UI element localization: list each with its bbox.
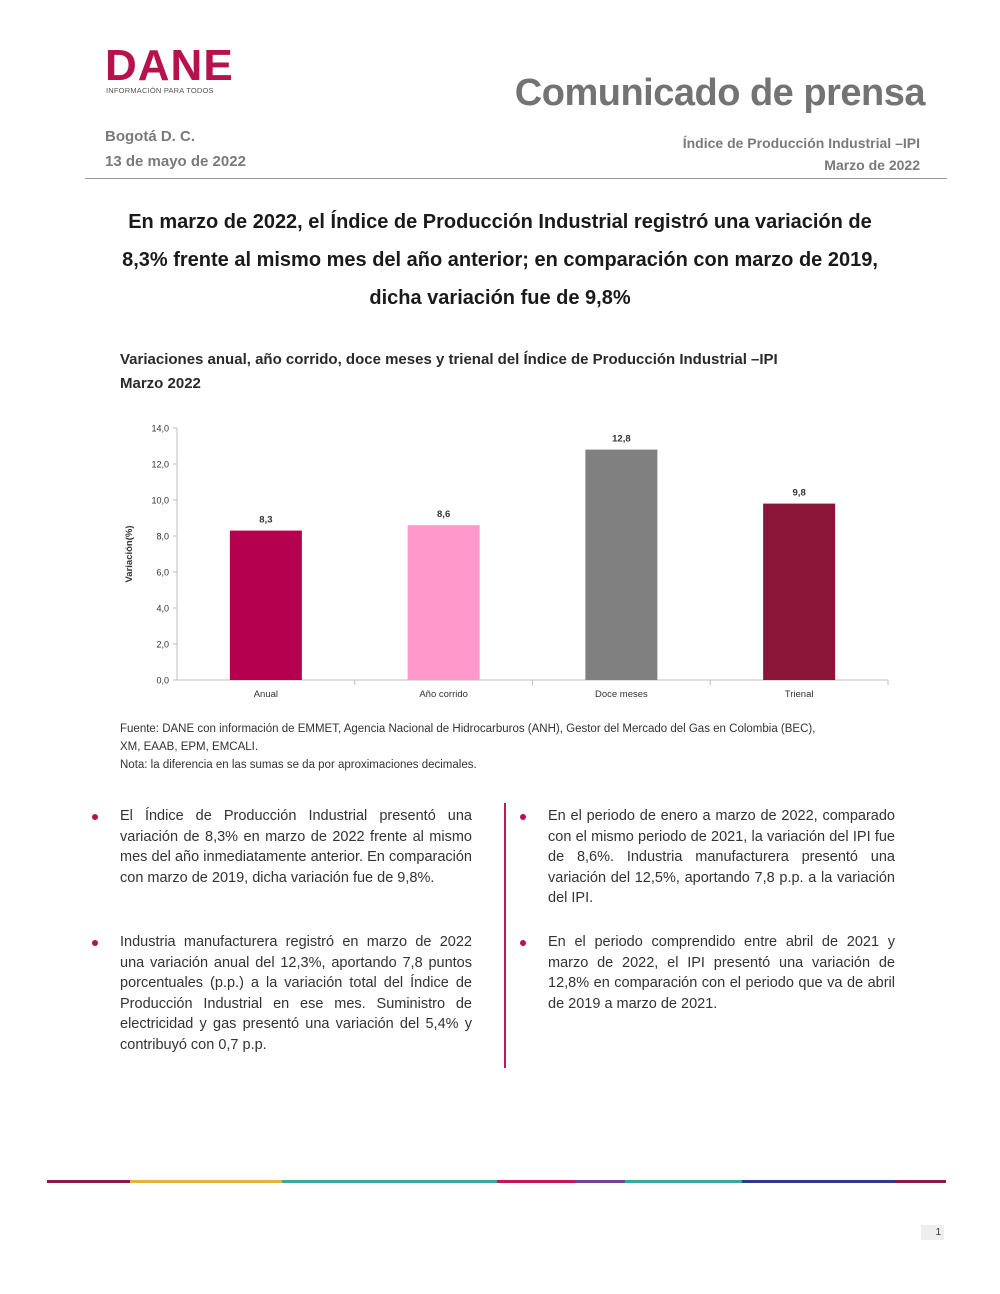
footer-stripe-segment bbox=[895, 1180, 946, 1183]
bar-chart: 0,0 2,0 4,0 6,0 8,0 10,0 12,0 14,0 Variación(%) 8… bbox=[124, 424, 889, 700]
bullet-text: En el periodo de enero a marzo de 2022, … bbox=[548, 808, 895, 906]
data-label: 9,8 bbox=[793, 488, 806, 499]
document-type-title: Comunicado de prensa bbox=[514, 72, 926, 114]
y-tick-label: 6,0 bbox=[156, 568, 169, 578]
bar-anual bbox=[229, 530, 302, 680]
source-note: Nota: la diferencia en las sumas se da p… bbox=[120, 759, 477, 771]
y-tick-label: 14,0 bbox=[151, 424, 169, 434]
source-line-1: Fuente: DANE con información de EMMET, A… bbox=[120, 723, 816, 735]
indicator-name: Índice de Producción Industrial –IPI bbox=[682, 135, 920, 151]
column-divider bbox=[504, 803, 506, 1068]
list-item: En el periodo de enero a marzo de 2022, … bbox=[520, 806, 895, 909]
chart-title-line-2: Marzo 2022 bbox=[120, 375, 201, 392]
footer-stripe-segment bbox=[742, 1180, 895, 1183]
bar-trienal bbox=[763, 503, 836, 680]
x-tick-label: Año corrido bbox=[419, 689, 468, 700]
bullet-icon bbox=[92, 940, 98, 946]
y-tick-label: 12,0 bbox=[151, 460, 169, 470]
bullet-icon bbox=[520, 814, 526, 820]
list-item: En el periodo comprendido entre abril de… bbox=[520, 932, 895, 1014]
headline: En marzo de 2022, el Índice de Producció… bbox=[122, 211, 878, 309]
publication-date: 13 de mayo de 2022 bbox=[105, 153, 246, 170]
chart-title: Variaciones anual, año corrido, doce mes… bbox=[120, 348, 880, 396]
bullet-text: El Índice de Producción Industrial prese… bbox=[120, 808, 472, 886]
footer-stripe-segment bbox=[47, 1180, 130, 1183]
chart-source: Fuente: DANE con información de EMMET, A… bbox=[120, 720, 900, 774]
y-tick-label: 0,0 bbox=[156, 676, 169, 686]
data-label: 8,6 bbox=[437, 509, 450, 520]
bullet-icon bbox=[520, 940, 526, 946]
footer-stripe-segment bbox=[575, 1180, 625, 1183]
footer-stripe-segment bbox=[282, 1180, 497, 1183]
y-tick-label: 4,0 bbox=[156, 604, 169, 614]
city: Bogotá D. C. bbox=[105, 128, 195, 145]
bar-doce-meses bbox=[585, 449, 658, 680]
dane-logo-tagline: INFORMACIÓN PARA TODOS bbox=[106, 86, 214, 95]
list-item: Industria manufacturera registró en marz… bbox=[92, 932, 472, 1055]
list-item: El Índice de Producción Industrial prese… bbox=[92, 806, 472, 888]
footer-stripe-segment bbox=[130, 1180, 282, 1183]
x-tick-label: Anual bbox=[254, 689, 278, 700]
page-number: 1 bbox=[921, 1225, 944, 1240]
reference-period: Marzo de 2022 bbox=[824, 157, 920, 173]
y-axis-label: Variación(%) bbox=[124, 525, 135, 582]
chart-title-line-1: Variaciones anual, año corrido, doce mes… bbox=[120, 351, 778, 368]
footer-stripe-segment bbox=[625, 1180, 742, 1183]
dane-logo: DANE bbox=[105, 41, 234, 90]
data-label: 12,8 bbox=[612, 434, 631, 445]
y-tick-label: 2,0 bbox=[156, 640, 169, 650]
bullet-text: Industria manufacturera registró en marz… bbox=[120, 934, 472, 1053]
bar-ano-corrido bbox=[407, 525, 480, 680]
bullet-text: En el periodo comprendido entre abril de… bbox=[548, 934, 895, 1012]
footer-stripe-segment bbox=[497, 1180, 575, 1183]
header-divider bbox=[85, 178, 947, 179]
x-tick-label: Doce meses bbox=[595, 689, 648, 700]
y-tick-label: 10,0 bbox=[151, 496, 169, 506]
data-label: 8,3 bbox=[259, 515, 272, 526]
source-line-2: XM, EAAB, EPM, EMCALI. bbox=[120, 741, 259, 753]
bullet-icon bbox=[92, 814, 98, 820]
y-tick-label: 8,0 bbox=[156, 532, 169, 542]
x-tick-label: Trienal bbox=[785, 689, 814, 700]
